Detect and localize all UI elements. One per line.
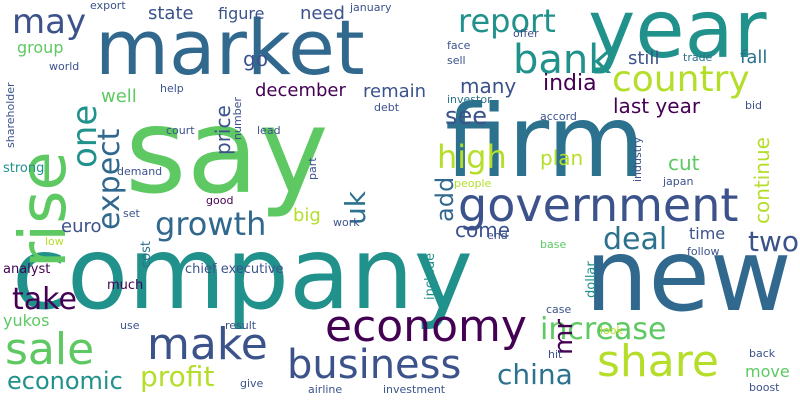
word-back: back — [749, 347, 776, 360]
word-share: share — [597, 336, 719, 387]
word-may: may — [12, 2, 87, 42]
word-growth: growth — [155, 205, 267, 243]
word-airline: airline — [308, 383, 343, 396]
word-sale: sale — [5, 324, 95, 375]
word-dollar: dollar — [584, 261, 599, 298]
word-debt: debt — [374, 101, 400, 114]
word-move: move — [745, 362, 790, 381]
word-investor: investor — [447, 93, 492, 106]
word-lead: lead — [257, 124, 281, 137]
word-many: many — [460, 74, 517, 98]
word-bid: bid — [745, 99, 763, 112]
word-chief-executive: chief executive — [185, 262, 284, 277]
word-offer: offer — [513, 27, 539, 40]
word-take: take — [12, 282, 77, 317]
word-january: january — [350, 1, 392, 14]
word-make: make — [147, 319, 268, 370]
word-cost: cost — [139, 241, 154, 268]
word-boost: boost — [749, 381, 780, 394]
word-strong: strong — [3, 161, 45, 176]
word-time: time — [689, 224, 726, 243]
word-industry: industry — [631, 136, 644, 182]
word-bank: bank — [513, 37, 612, 83]
word-work: work — [333, 216, 360, 229]
word-people: people — [454, 177, 492, 190]
word-accord: accord — [540, 110, 577, 123]
word-low: low — [45, 235, 64, 248]
word-government: government — [458, 178, 739, 232]
word-euro: euro — [61, 216, 102, 237]
word-court: court — [166, 124, 195, 137]
word-still: still — [628, 48, 660, 69]
word-part: part — [306, 157, 319, 180]
word-last-year: last year — [613, 94, 701, 118]
word-japan: japan — [663, 175, 694, 188]
word-report: report — [458, 2, 556, 40]
word-continue: continue — [750, 137, 774, 224]
word-two: two — [748, 225, 800, 258]
word-economic: economic — [7, 367, 123, 395]
word-country: country — [612, 59, 750, 100]
word-cut: cut — [668, 151, 700, 175]
word-base: base — [540, 238, 567, 251]
word-use: use — [120, 319, 140, 332]
word-give: give — [240, 377, 264, 390]
word-december: december — [255, 80, 346, 101]
word-case: case — [546, 303, 572, 316]
word-shareholder: shareholder — [4, 82, 17, 148]
word-yukos: yukos — [3, 311, 50, 330]
word-help: help — [160, 82, 184, 95]
word-come: come — [455, 218, 511, 242]
word-see: see — [445, 102, 488, 130]
word-big: big — [293, 205, 321, 226]
word-much: much — [107, 278, 144, 293]
word-look: look — [600, 324, 623, 337]
word-good: good — [206, 194, 234, 207]
word-world: world — [49, 60, 80, 73]
word-figure: figure — [218, 4, 265, 23]
word-result: result — [225, 319, 257, 332]
word-investment: investment — [383, 383, 446, 396]
word-plan: plan — [540, 146, 584, 170]
word-trade: trade — [683, 51, 713, 64]
word-expect: expect — [92, 128, 127, 230]
word-china: china — [497, 358, 573, 391]
word-firm: firm — [445, 83, 645, 200]
word-profit: profit — [140, 360, 215, 393]
word-say: say — [125, 82, 329, 220]
word-face: face — [447, 39, 471, 52]
word-economy: economy — [325, 301, 527, 352]
word-end: end — [487, 229, 508, 242]
word-set: set — [123, 207, 140, 220]
word-hit: hit — [548, 348, 563, 361]
word-include: include — [423, 252, 438, 300]
word-company: company — [12, 215, 473, 332]
word-business: business — [287, 342, 462, 388]
word-follow: follow — [687, 245, 720, 258]
word-sell: sell — [447, 54, 466, 67]
word-go: go — [243, 47, 268, 71]
word-demand: demand — [117, 165, 163, 178]
word-state: state — [148, 3, 194, 24]
word-increase: increase — [540, 312, 667, 347]
word-deal: deal — [603, 222, 668, 257]
word-high: high — [437, 138, 507, 176]
word-export: export — [90, 0, 126, 12]
word-year: year — [588, 0, 767, 76]
word-analyst: analyst — [3, 262, 51, 277]
word-fall: fall — [740, 47, 768, 68]
word-number: number — [231, 97, 244, 140]
word-well: well — [101, 86, 137, 107]
word-remain: remain — [363, 81, 427, 102]
word-group: group — [17, 38, 64, 57]
word-need: need — [300, 3, 345, 24]
word-price: price — [211, 105, 235, 155]
word-india: india — [543, 71, 597, 96]
word-new: new — [585, 217, 792, 334]
word-market: market — [95, 3, 365, 92]
